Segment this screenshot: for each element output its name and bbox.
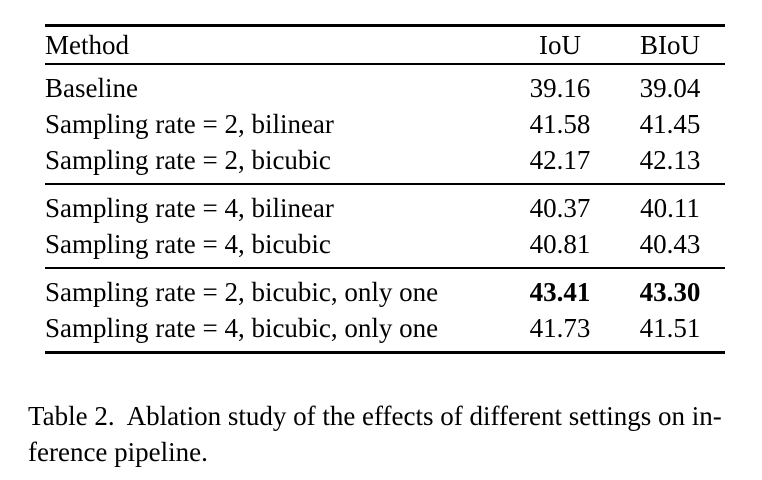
iou-cell-best: 43.41 <box>529 277 591 307</box>
biou-cell: 42.13 <box>639 145 701 175</box>
method-cell: Baseline <box>45 73 138 103</box>
method-cell: Sampling rate = 2, bilinear <box>45 109 334 139</box>
iou-cell: 41.58 <box>529 109 591 139</box>
ablation-table: Method IoU BIoU Baseline 39.16 39.04 Sam… <box>45 24 725 354</box>
biou-cell: 39.04 <box>639 73 701 103</box>
table-group-rate4: Sampling rate = 4, bilinear 40.37 40.11 … <box>45 184 725 268</box>
iou-cell: 41.73 <box>529 313 591 343</box>
biou-cell: 40.43 <box>639 229 701 259</box>
iou-cell: 40.81 <box>529 229 591 259</box>
method-cell: Sampling rate = 4, bicubic <box>45 229 331 259</box>
col-header-biou: BIoU <box>640 30 700 60</box>
caption-line-2: ference pipeline. <box>28 437 208 467</box>
table-row: Baseline 39.16 39.04 <box>45 64 725 106</box>
biou-cell-best: 43.30 <box>639 277 701 307</box>
table-row: Sampling rate = 2, bicubic, only one 43.… <box>45 268 725 310</box>
biou-cell: 41.51 <box>639 313 701 343</box>
table-group-baseline-rate2: Baseline 39.16 39.04 Sampling rate = 2, … <box>45 64 725 184</box>
method-cell: Sampling rate = 4, bilinear <box>45 193 334 223</box>
method-cell: Sampling rate = 4, bicubic, only one <box>45 313 439 343</box>
method-cell: Sampling rate = 2, bicubic, only one <box>45 277 439 307</box>
table-row: Sampling rate = 2, bicubic 42.17 42.13 <box>45 142 725 184</box>
table-row: Sampling rate = 2, bilinear 41.58 41.45 <box>45 106 725 142</box>
table-row: Sampling rate = 4, bicubic, only one 41.… <box>45 310 725 353</box>
table-caption: Table 2. Ablation study of the effects o… <box>28 398 740 470</box>
biou-cell: 41.45 <box>639 109 701 139</box>
iou-cell: 42.17 <box>529 145 591 175</box>
iou-cell: 40.37 <box>529 193 591 223</box>
table-header-row: Method IoU BIoU <box>45 26 725 64</box>
biou-cell: 40.11 <box>640 193 700 223</box>
iou-cell: 39.16 <box>529 73 591 103</box>
method-cell: Sampling rate = 2, bicubic <box>45 145 331 175</box>
caption-line-1: Table 2. Ablation study of the effects o… <box>28 401 722 431</box>
table-row: Sampling rate = 4, bilinear 40.37 40.11 <box>45 184 725 226</box>
table-group-only-one: Sampling rate = 2, bicubic, only one 43.… <box>45 268 725 353</box>
col-header-method: Method <box>45 30 129 60</box>
col-header-iou: IoU <box>539 30 581 60</box>
table-row: Sampling rate = 4, bicubic 40.81 40.43 <box>45 226 725 268</box>
